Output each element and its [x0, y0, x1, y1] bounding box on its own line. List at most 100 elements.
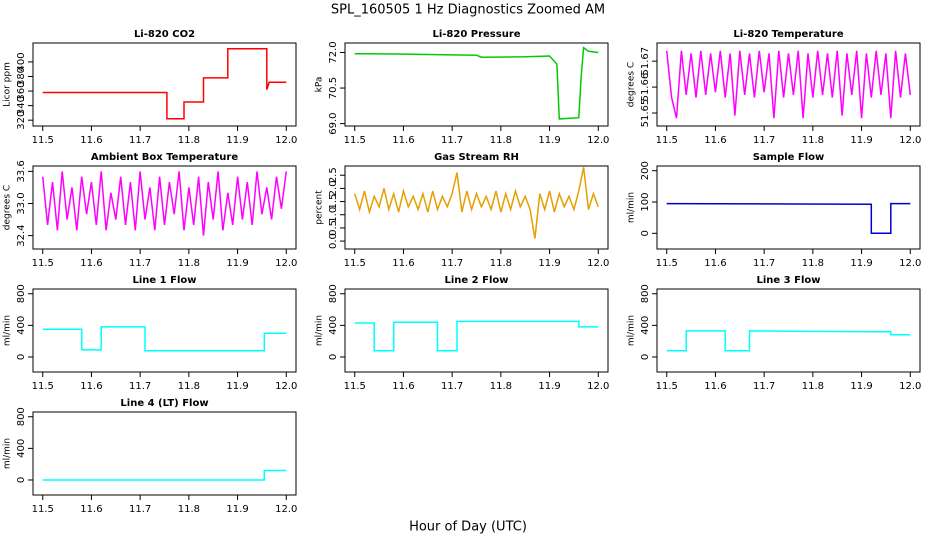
y-tick-label: 0 [640, 354, 651, 360]
data-line [354, 320, 599, 352]
data-line [41, 171, 288, 236]
plot-frame [32, 165, 297, 250]
y-tick-label: 800 [16, 407, 27, 426]
x-tick-label: 11.7 [441, 381, 463, 392]
x-tick-label: 11.6 [80, 381, 102, 392]
panel-title: Sample Flow [753, 152, 825, 163]
x-tick-label: 11.5 [656, 135, 678, 146]
x-tick-label: 11.8 [178, 135, 200, 146]
y-tick-label: 200 [640, 161, 651, 180]
x-tick-label: 11.5 [32, 504, 54, 515]
y-tick-label: 0.5 [328, 220, 339, 236]
panel-title: Li-820 Pressure [432, 29, 520, 40]
x-tick-label: 11.6 [80, 258, 102, 269]
x-tick-label: 11.9 [850, 135, 872, 146]
x-tick-label: 11.8 [490, 258, 512, 269]
y-tick-label: 0 [16, 477, 27, 483]
plot-frame [656, 288, 921, 373]
x-tick-label: 11.7 [441, 258, 463, 269]
y-axis-label: ml/min [627, 315, 637, 346]
plot-frame [32, 42, 297, 127]
panel-title: Gas Stream RH [434, 152, 519, 163]
x-tick-label: 11.5 [344, 258, 366, 269]
x-tick-label: 11.7 [129, 135, 151, 146]
y-tick-label: 2.0 [328, 180, 339, 196]
panel-title: Line 2 Flow [445, 275, 509, 286]
x-tick-label: 11.8 [802, 135, 824, 146]
plot-frame [344, 42, 609, 127]
x-tick-label: 12.0 [275, 381, 297, 392]
y-tick-label: 800 [328, 284, 339, 303]
x-tick-label: 11.5 [656, 258, 678, 269]
y-tick-label: 400 [16, 52, 27, 71]
y-tick-label: 32.4 [16, 224, 27, 246]
y-axis-label: Licor ppm [3, 62, 13, 107]
panel-title: Ambient Box Temperature [91, 152, 238, 163]
x-tick-label: 11.9 [850, 258, 872, 269]
data-line [42, 48, 287, 120]
data-line [42, 469, 287, 481]
x-tick-label: 11.8 [490, 381, 512, 392]
y-tick-label: 72.0 [328, 41, 339, 63]
x-tick-label: 11.8 [178, 381, 200, 392]
x-tick-label: 11.6 [704, 135, 726, 146]
x-tick-label: 12.0 [899, 381, 921, 392]
y-tick-label: 360 [16, 82, 27, 101]
y-tick-label: 380 [16, 67, 27, 86]
plot-frame [32, 288, 297, 373]
x-tick-label: 12.0 [275, 258, 297, 269]
y-tick-label: 33.0 [16, 192, 27, 214]
y-axis-label: degrees C [627, 62, 637, 107]
figure-title: SPL_160505 1 Hz Diagnostics Zoomed AM [331, 3, 605, 18]
x-tick-label: 11.7 [441, 135, 463, 146]
x-tick-label: 12.0 [899, 135, 921, 146]
x-tick-label: 11.7 [753, 135, 775, 146]
panel-title: Line 1 Flow [133, 275, 197, 286]
y-tick-label: 2.5 [328, 167, 339, 183]
x-tick-label: 12.0 [275, 135, 297, 146]
data-line [42, 326, 287, 352]
panel-title: Line 3 Flow [757, 275, 821, 286]
plot-frame [344, 288, 609, 373]
y-tick-label: 70.5 [328, 77, 339, 99]
y-tick-label: 400 [16, 316, 27, 335]
x-tick-label: 11.5 [344, 381, 366, 392]
x-tick-label: 11.9 [538, 258, 560, 269]
y-tick-label: 800 [640, 284, 651, 303]
y-tick-label: 0 [16, 354, 27, 360]
x-tick-label: 11.9 [538, 381, 560, 392]
x-tick-label: 11.8 [178, 258, 200, 269]
x-tick-label: 11.6 [392, 381, 414, 392]
y-tick-label: 400 [328, 316, 339, 335]
plot-frame [344, 165, 609, 250]
y-axis-label: ml/min [3, 315, 13, 346]
x-tick-label: 11.9 [538, 135, 560, 146]
panel-title: Li-820 CO2 [134, 29, 195, 40]
x-axis-label: Hour of Day (UTC) [409, 520, 527, 535]
x-tick-label: 11.6 [392, 135, 414, 146]
y-tick-label: 340 [16, 96, 27, 115]
x-tick-label: 11.5 [32, 381, 54, 392]
x-tick-label: 11.6 [704, 258, 726, 269]
x-tick-label: 11.7 [753, 381, 775, 392]
y-tick-label: 69.0 [328, 112, 339, 134]
x-tick-label: 11.5 [32, 258, 54, 269]
y-tick-label: 100 [640, 192, 651, 211]
x-tick-label: 11.7 [129, 258, 151, 269]
plot-frame [656, 42, 921, 127]
x-tick-label: 11.9 [226, 258, 248, 269]
x-tick-label: 11.5 [344, 135, 366, 146]
y-tick-label: 320 [16, 111, 27, 130]
plot-frame [656, 165, 921, 250]
y-tick-label: 0 [328, 354, 339, 360]
panel-title: Li-820 Temperature [733, 29, 843, 40]
x-tick-label: 12.0 [899, 258, 921, 269]
y-tick-label: 400 [16, 439, 27, 458]
y-tick-label: 1.5 [328, 194, 339, 210]
x-tick-label: 11.9 [226, 135, 248, 146]
x-tick-label: 11.6 [392, 258, 414, 269]
y-axis-label: ml/min [315, 315, 325, 346]
y-tick-label: 0 [640, 230, 651, 236]
y-tick-label: 0.0 [328, 233, 339, 249]
